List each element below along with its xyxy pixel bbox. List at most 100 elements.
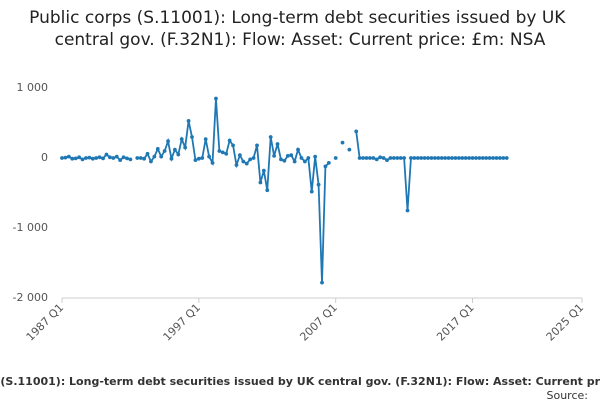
point [104,152,109,157]
point [159,154,164,159]
point [395,156,400,160]
point [258,180,263,185]
point [381,156,386,160]
point [398,156,403,160]
point [340,140,345,145]
legend-entry: Public corps (S.11001): Long-term debt s… [0,375,600,388]
point [487,156,492,160]
point [412,156,417,160]
point [155,147,160,151]
point [432,156,437,160]
point [309,189,314,194]
point [60,156,64,160]
point [361,156,365,160]
point [439,156,444,160]
point [426,156,430,160]
point [135,156,140,160]
point [107,155,112,160]
point [453,156,458,160]
point [429,156,434,160]
point [385,158,389,163]
x-tick-label: 2017 Q1 [434,301,477,344]
point [128,157,133,162]
point [227,138,232,143]
point [484,156,489,160]
point [138,156,143,160]
point [419,156,424,160]
point [248,157,253,162]
point [125,156,129,161]
point [282,158,287,163]
point [326,161,331,165]
point [436,156,441,160]
point [446,156,451,160]
y-tick-label: 0 [41,151,48,164]
point [114,154,119,159]
point [460,156,465,160]
point [289,153,294,158]
point [94,156,99,160]
x-tick-label: 1987 Q1 [24,301,67,344]
point [111,156,116,160]
chart-title: Public corps (S.11001): Long-term debt s… [29,8,571,50]
point [172,147,177,152]
point [494,156,499,160]
point [265,188,270,193]
point [480,156,485,160]
point [504,156,509,160]
point [97,155,102,160]
point [121,155,126,160]
point [279,157,283,162]
point [316,182,321,187]
x-tick-label: 2007 Q1 [297,301,340,344]
point [497,156,502,160]
point [296,147,300,152]
point [333,156,338,160]
point [292,159,297,164]
point [357,156,362,160]
point [364,156,369,160]
point [313,154,318,159]
point [84,156,88,160]
x-tick-label: 2025 Q1 [544,301,587,344]
point [491,156,495,160]
point [463,156,468,160]
point [231,143,235,148]
point [183,145,188,150]
point [477,156,482,160]
point [63,155,68,160]
point [203,137,208,142]
point [323,164,328,169]
point [166,139,170,144]
point [320,280,324,285]
point [145,151,150,156]
point [275,142,280,146]
point [443,156,448,160]
point [261,168,266,173]
point [152,154,157,159]
point [467,156,472,160]
point [299,156,304,160]
point [422,156,427,160]
point [214,96,218,101]
point [193,158,198,163]
point [66,154,71,159]
point [405,208,410,213]
point [306,156,311,160]
point [118,158,123,163]
point [237,153,242,158]
x-tick-label: 1997 Q1 [161,301,204,344]
point [142,156,147,161]
point [470,156,475,160]
point [217,149,222,153]
point [255,143,259,148]
y-tick-label: 1 000 [17,81,49,94]
point [80,157,85,162]
point [474,156,478,160]
point [179,137,184,142]
point [302,159,307,164]
point [272,154,277,158]
point [169,156,174,161]
point [354,129,359,134]
